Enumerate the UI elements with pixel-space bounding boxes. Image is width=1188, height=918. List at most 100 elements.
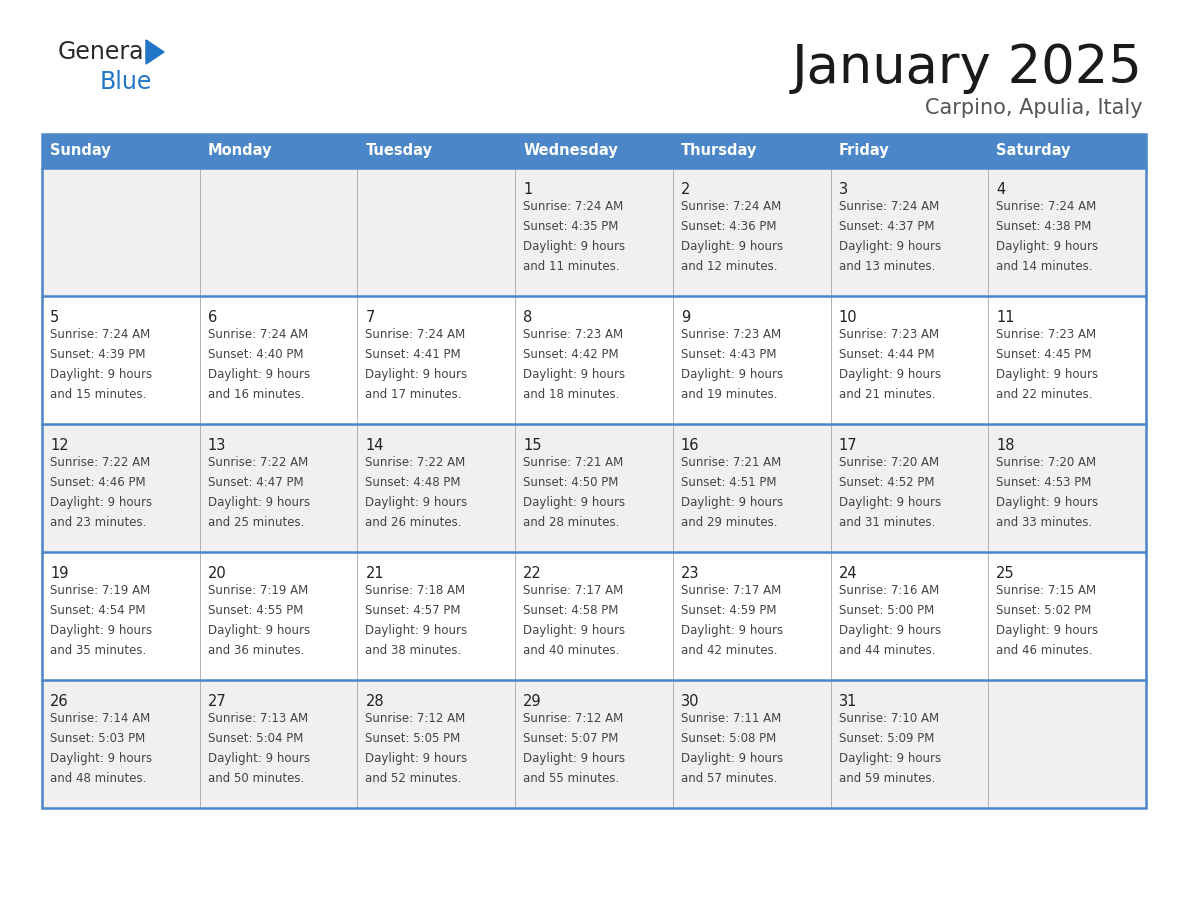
Text: Daylight: 9 hours: Daylight: 9 hours bbox=[681, 752, 783, 765]
Text: Sunrise: 7:18 AM: Sunrise: 7:18 AM bbox=[366, 584, 466, 597]
Bar bbox=[42, 134, 1146, 168]
Text: Sunrise: 7:17 AM: Sunrise: 7:17 AM bbox=[681, 584, 781, 597]
Text: and 19 minutes.: and 19 minutes. bbox=[681, 388, 777, 401]
Text: and 46 minutes.: and 46 minutes. bbox=[997, 644, 1093, 657]
Text: Sunrise: 7:21 AM: Sunrise: 7:21 AM bbox=[681, 456, 781, 469]
Text: Daylight: 9 hours: Daylight: 9 hours bbox=[50, 752, 152, 765]
Text: General: General bbox=[58, 40, 151, 64]
Text: Sunset: 4:47 PM: Sunset: 4:47 PM bbox=[208, 476, 303, 489]
Text: and 31 minutes.: and 31 minutes. bbox=[839, 516, 935, 529]
Text: and 17 minutes.: and 17 minutes. bbox=[366, 388, 462, 401]
Text: Sunset: 4:50 PM: Sunset: 4:50 PM bbox=[523, 476, 619, 489]
Text: and 55 minutes.: and 55 minutes. bbox=[523, 772, 619, 785]
Text: and 16 minutes.: and 16 minutes. bbox=[208, 388, 304, 401]
Bar bbox=[42, 168, 1146, 296]
Text: and 59 minutes.: and 59 minutes. bbox=[839, 772, 935, 785]
Text: 1: 1 bbox=[523, 182, 532, 197]
Text: Sunrise: 7:20 AM: Sunrise: 7:20 AM bbox=[997, 456, 1097, 469]
Text: Sunrise: 7:22 AM: Sunrise: 7:22 AM bbox=[50, 456, 150, 469]
Text: 24: 24 bbox=[839, 566, 858, 581]
Text: Daylight: 9 hours: Daylight: 9 hours bbox=[50, 368, 152, 381]
Text: Sunrise: 7:12 AM: Sunrise: 7:12 AM bbox=[523, 712, 624, 725]
Text: Sunset: 4:58 PM: Sunset: 4:58 PM bbox=[523, 604, 619, 617]
Text: Daylight: 9 hours: Daylight: 9 hours bbox=[681, 624, 783, 637]
Text: Sunrise: 7:12 AM: Sunrise: 7:12 AM bbox=[366, 712, 466, 725]
Text: and 21 minutes.: and 21 minutes. bbox=[839, 388, 935, 401]
Text: 14: 14 bbox=[366, 438, 384, 453]
Bar bbox=[42, 424, 1146, 552]
Text: Saturday: Saturday bbox=[997, 143, 1070, 159]
Text: Sunrise: 7:17 AM: Sunrise: 7:17 AM bbox=[523, 584, 624, 597]
Text: Sunrise: 7:19 AM: Sunrise: 7:19 AM bbox=[208, 584, 308, 597]
Text: Daylight: 9 hours: Daylight: 9 hours bbox=[523, 368, 625, 381]
Text: Sunrise: 7:14 AM: Sunrise: 7:14 AM bbox=[50, 712, 150, 725]
Text: Sunrise: 7:10 AM: Sunrise: 7:10 AM bbox=[839, 712, 939, 725]
Text: Daylight: 9 hours: Daylight: 9 hours bbox=[523, 496, 625, 509]
Text: Monday: Monday bbox=[208, 143, 272, 159]
Text: Sunrise: 7:21 AM: Sunrise: 7:21 AM bbox=[523, 456, 624, 469]
Text: Sunset: 4:42 PM: Sunset: 4:42 PM bbox=[523, 348, 619, 361]
Text: and 52 minutes.: and 52 minutes. bbox=[366, 772, 462, 785]
Text: Sunset: 4:38 PM: Sunset: 4:38 PM bbox=[997, 220, 1092, 233]
Text: Daylight: 9 hours: Daylight: 9 hours bbox=[997, 368, 1099, 381]
Text: Sunset: 4:52 PM: Sunset: 4:52 PM bbox=[839, 476, 934, 489]
Text: Sunset: 4:41 PM: Sunset: 4:41 PM bbox=[366, 348, 461, 361]
Text: Daylight: 9 hours: Daylight: 9 hours bbox=[523, 624, 625, 637]
Text: Daylight: 9 hours: Daylight: 9 hours bbox=[523, 240, 625, 253]
Text: Sunset: 5:08 PM: Sunset: 5:08 PM bbox=[681, 732, 776, 745]
Text: Sunset: 4:46 PM: Sunset: 4:46 PM bbox=[50, 476, 146, 489]
Text: Sunrise: 7:22 AM: Sunrise: 7:22 AM bbox=[366, 456, 466, 469]
Text: and 40 minutes.: and 40 minutes. bbox=[523, 644, 619, 657]
Text: Sunday: Sunday bbox=[50, 143, 110, 159]
Text: Sunrise: 7:24 AM: Sunrise: 7:24 AM bbox=[523, 200, 624, 213]
Text: Daylight: 9 hours: Daylight: 9 hours bbox=[839, 368, 941, 381]
Text: Sunset: 5:09 PM: Sunset: 5:09 PM bbox=[839, 732, 934, 745]
Text: Sunrise: 7:24 AM: Sunrise: 7:24 AM bbox=[208, 328, 308, 341]
Text: Tuesday: Tuesday bbox=[366, 143, 432, 159]
Text: Sunset: 4:36 PM: Sunset: 4:36 PM bbox=[681, 220, 776, 233]
Text: Sunset: 4:55 PM: Sunset: 4:55 PM bbox=[208, 604, 303, 617]
Text: and 18 minutes.: and 18 minutes. bbox=[523, 388, 619, 401]
Text: Sunrise: 7:24 AM: Sunrise: 7:24 AM bbox=[50, 328, 150, 341]
Text: Sunrise: 7:15 AM: Sunrise: 7:15 AM bbox=[997, 584, 1097, 597]
Text: and 14 minutes.: and 14 minutes. bbox=[997, 260, 1093, 273]
Text: Sunrise: 7:24 AM: Sunrise: 7:24 AM bbox=[366, 328, 466, 341]
Text: 5: 5 bbox=[50, 310, 59, 325]
Text: 4: 4 bbox=[997, 182, 1005, 197]
Text: and 50 minutes.: and 50 minutes. bbox=[208, 772, 304, 785]
Text: 16: 16 bbox=[681, 438, 700, 453]
Text: 31: 31 bbox=[839, 694, 857, 709]
Text: and 13 minutes.: and 13 minutes. bbox=[839, 260, 935, 273]
Text: 28: 28 bbox=[366, 694, 384, 709]
Text: Sunset: 4:37 PM: Sunset: 4:37 PM bbox=[839, 220, 934, 233]
Text: and 26 minutes.: and 26 minutes. bbox=[366, 516, 462, 529]
Text: Sunset: 5:00 PM: Sunset: 5:00 PM bbox=[839, 604, 934, 617]
Text: and 12 minutes.: and 12 minutes. bbox=[681, 260, 777, 273]
Text: 17: 17 bbox=[839, 438, 858, 453]
Text: Sunrise: 7:23 AM: Sunrise: 7:23 AM bbox=[839, 328, 939, 341]
Text: Sunrise: 7:19 AM: Sunrise: 7:19 AM bbox=[50, 584, 150, 597]
Polygon shape bbox=[146, 40, 164, 64]
Text: Sunset: 5:04 PM: Sunset: 5:04 PM bbox=[208, 732, 303, 745]
Text: and 36 minutes.: and 36 minutes. bbox=[208, 644, 304, 657]
Text: and 25 minutes.: and 25 minutes. bbox=[208, 516, 304, 529]
Text: Sunset: 4:35 PM: Sunset: 4:35 PM bbox=[523, 220, 619, 233]
Text: Sunrise: 7:24 AM: Sunrise: 7:24 AM bbox=[681, 200, 781, 213]
Text: 9: 9 bbox=[681, 310, 690, 325]
Text: Blue: Blue bbox=[100, 70, 152, 94]
Text: 23: 23 bbox=[681, 566, 700, 581]
Text: Daylight: 9 hours: Daylight: 9 hours bbox=[681, 368, 783, 381]
Text: 7: 7 bbox=[366, 310, 374, 325]
Text: Sunset: 4:57 PM: Sunset: 4:57 PM bbox=[366, 604, 461, 617]
Text: 13: 13 bbox=[208, 438, 226, 453]
Text: Daylight: 9 hours: Daylight: 9 hours bbox=[997, 496, 1099, 509]
Text: 30: 30 bbox=[681, 694, 700, 709]
Text: Sunset: 4:40 PM: Sunset: 4:40 PM bbox=[208, 348, 303, 361]
Text: Daylight: 9 hours: Daylight: 9 hours bbox=[839, 496, 941, 509]
Text: 6: 6 bbox=[208, 310, 217, 325]
Text: and 33 minutes.: and 33 minutes. bbox=[997, 516, 1093, 529]
Text: Daylight: 9 hours: Daylight: 9 hours bbox=[681, 240, 783, 253]
Text: 15: 15 bbox=[523, 438, 542, 453]
Text: Daylight: 9 hours: Daylight: 9 hours bbox=[366, 368, 468, 381]
Text: 29: 29 bbox=[523, 694, 542, 709]
